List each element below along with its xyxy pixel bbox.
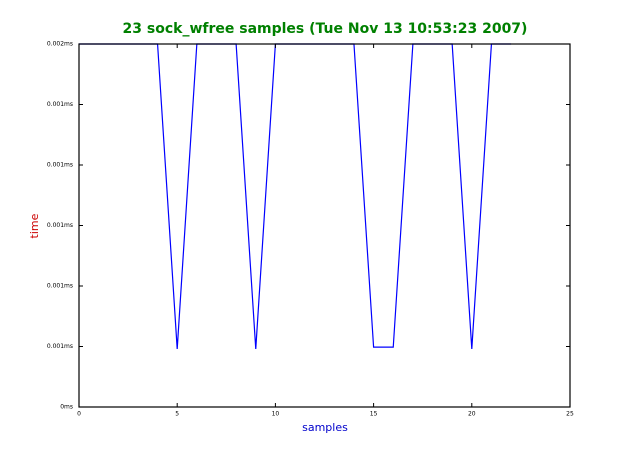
y-tick-label: 0.001ms: [47, 343, 73, 350]
x-tick-label: 20: [468, 411, 476, 418]
y-tick-label: 0.001ms: [47, 283, 73, 290]
y-axis-label: time: [28, 213, 41, 238]
y-tick-label: 0.002ms: [47, 41, 73, 48]
y-tick-label: 0.001ms: [47, 162, 73, 169]
x-tick-label: 15: [370, 411, 378, 418]
x-tick-label: 5: [175, 411, 179, 418]
x-axis-label: samples: [302, 421, 348, 434]
x-tick-label: 10: [272, 411, 280, 418]
chart-title: 23 sock_wfree samples (Tue Nov 13 10:53:…: [123, 21, 528, 37]
y-tick-label: 0ms: [60, 404, 73, 411]
x-tick-label: 25: [566, 411, 574, 418]
y-tick-label: 0.001ms: [47, 101, 73, 108]
x-tick-label: 0: [77, 411, 81, 418]
y-tick-label: 0.001ms: [47, 222, 73, 229]
